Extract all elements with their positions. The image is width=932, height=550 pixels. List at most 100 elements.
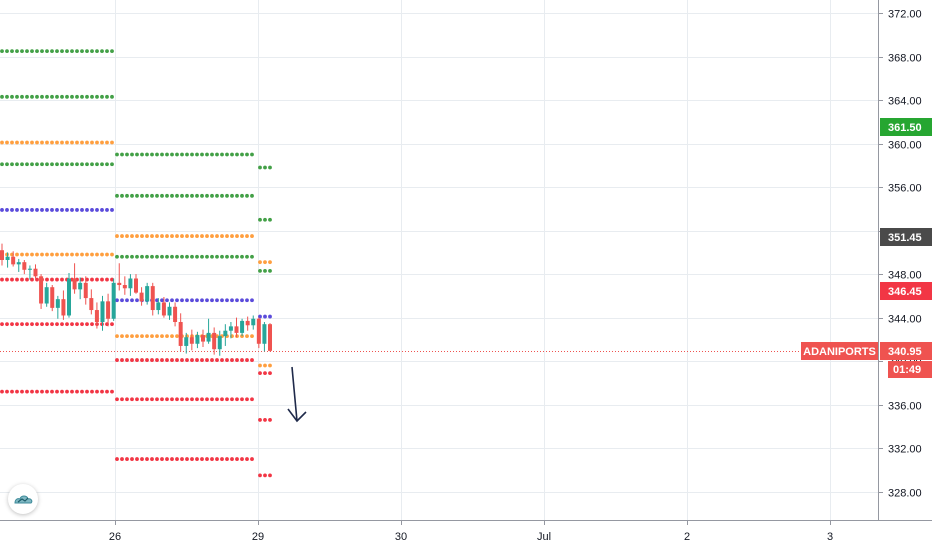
candle bbox=[55, 295, 60, 319]
svg-text:01:49: 01:49 bbox=[893, 364, 921, 376]
tag-351: 351.45 bbox=[880, 228, 932, 246]
candle bbox=[201, 329, 205, 348]
time-axis[interactable]: 26 29 30 Jul 2 3 bbox=[109, 520, 833, 543]
candle bbox=[100, 295, 105, 331]
y-tick-label: 368.00 bbox=[888, 53, 922, 65]
candle bbox=[195, 331, 200, 349]
candle bbox=[223, 324, 228, 346]
countdown-tag: 01:49 bbox=[888, 361, 932, 378]
candle bbox=[156, 298, 161, 315]
pivot-level-line bbox=[258, 418, 272, 422]
pivot-level-line bbox=[258, 363, 272, 368]
candle bbox=[189, 329, 194, 351]
candle bbox=[67, 273, 71, 318]
candle bbox=[89, 289, 94, 315]
candle bbox=[61, 290, 66, 320]
candle bbox=[217, 330, 222, 356]
candle bbox=[212, 327, 217, 355]
pivot-level-line bbox=[115, 193, 254, 198]
pivot-level-line bbox=[0, 322, 114, 327]
pivot-level-line bbox=[0, 162, 114, 167]
pivot-level-line bbox=[258, 314, 272, 319]
tag-last: 340.95 bbox=[880, 342, 932, 360]
candle bbox=[228, 322, 233, 339]
pivot-level-line bbox=[0, 277, 114, 282]
pivot-level-line bbox=[0, 389, 114, 394]
pivot-level-line bbox=[115, 254, 254, 259]
candle bbox=[245, 316, 250, 331]
candle bbox=[150, 282, 155, 316]
candle bbox=[94, 302, 99, 329]
y-tick-label: 372.00 bbox=[888, 9, 922, 21]
candle bbox=[5, 252, 10, 268]
x-tick-label: 29 bbox=[252, 531, 264, 543]
price-axis[interactable]: 372.00368.00364.00360.00356.00352.00348.… bbox=[878, 9, 922, 500]
pivot-level-line bbox=[115, 457, 254, 461]
y-tick-label: 328.00 bbox=[888, 488, 922, 500]
pivot-levels bbox=[0, 49, 272, 478]
y-tick-label: 364.00 bbox=[888, 96, 922, 108]
pivot-level-line bbox=[0, 140, 114, 145]
candle bbox=[16, 258, 21, 272]
x-tick-label: 3 bbox=[827, 531, 833, 543]
candle bbox=[72, 263, 77, 294]
candle bbox=[184, 332, 189, 354]
candle bbox=[134, 274, 138, 294]
svg-text:340.95: 340.95 bbox=[888, 346, 922, 358]
tradingview-logo-button[interactable] bbox=[8, 484, 38, 514]
candle bbox=[234, 317, 239, 338]
grid-lines bbox=[0, 0, 878, 520]
pivot-level-line bbox=[258, 165, 272, 170]
candle bbox=[78, 277, 83, 300]
candle bbox=[106, 293, 111, 327]
pivot-level-line bbox=[115, 358, 254, 362]
candle bbox=[173, 302, 178, 327]
x-tick-label: Jul bbox=[537, 531, 551, 543]
svg-text:351.45: 351.45 bbox=[888, 232, 922, 244]
x-tick-label: 2 bbox=[684, 531, 690, 543]
candle bbox=[251, 315, 256, 330]
svg-text:346.45: 346.45 bbox=[888, 286, 922, 298]
y-tick-label: 356.00 bbox=[888, 183, 922, 195]
svg-text:ADANIPORTS: ADANIPORTS bbox=[803, 346, 876, 358]
y-tick-label: 336.00 bbox=[888, 401, 922, 413]
candle bbox=[33, 264, 38, 279]
pivot-level-line bbox=[115, 298, 254, 303]
x-tick-label: 26 bbox=[109, 531, 121, 543]
candle bbox=[122, 276, 127, 295]
y-tick-label: 348.00 bbox=[888, 270, 922, 282]
cloud-logo-icon bbox=[14, 495, 33, 504]
candle bbox=[39, 274, 44, 309]
candle bbox=[0, 243, 4, 266]
candle bbox=[206, 318, 211, 344]
candle bbox=[44, 282, 49, 307]
pivot-level-line bbox=[258, 268, 272, 273]
pivot-level-line bbox=[258, 371, 272, 376]
tag-361: 361.50 bbox=[880, 118, 932, 136]
candle bbox=[11, 251, 16, 267]
tag-346: 346.45 bbox=[880, 282, 932, 300]
candle bbox=[262, 322, 267, 352]
candle bbox=[240, 318, 245, 337]
pivot-level-line bbox=[0, 252, 114, 257]
candle bbox=[161, 296, 166, 318]
y-tick-label: 360.00 bbox=[888, 140, 922, 152]
candle bbox=[128, 274, 133, 296]
candle bbox=[256, 317, 261, 349]
candle bbox=[145, 282, 150, 305]
symbol-tag: ADANIPORTS bbox=[801, 342, 878, 360]
candle bbox=[50, 285, 55, 312]
candle bbox=[268, 323, 272, 352]
pivot-level-line bbox=[115, 234, 254, 238]
pivot-level-line bbox=[0, 94, 114, 99]
pivot-level-line bbox=[115, 397, 254, 402]
y-tick-label: 344.00 bbox=[888, 314, 922, 326]
candle bbox=[117, 263, 122, 291]
svg-text:361.50: 361.50 bbox=[888, 122, 922, 134]
price-tags: 361.50 351.45 346.45 340.95 ADANIPORTS 01:49 bbox=[801, 118, 932, 378]
candle bbox=[111, 278, 116, 321]
pivot-level-line bbox=[258, 473, 272, 478]
down-arrow-annotation bbox=[287, 366, 307, 423]
candle bbox=[22, 260, 27, 275]
